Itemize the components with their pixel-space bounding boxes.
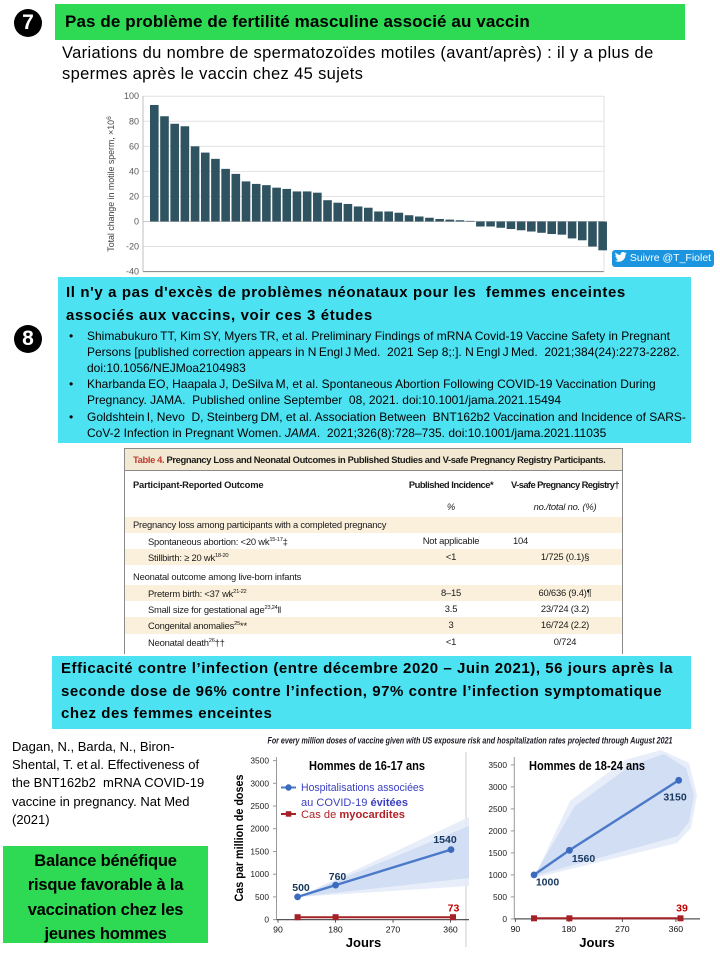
svg-text:au COVID-19 évitées: au COVID-19 évitées [301,797,408,809]
svg-text:0: 0 [264,915,269,925]
svg-text:1000: 1000 [250,869,269,879]
svg-text:180: 180 [328,925,343,935]
svg-text:90: 90 [273,925,283,935]
svg-text:1560: 1560 [572,853,596,865]
svg-text:500: 500 [493,892,507,902]
svg-text:270: 270 [386,925,401,935]
svg-text:0: 0 [502,914,507,924]
svg-text:0: 0 [134,217,139,227]
svg-text:180: 180 [562,924,577,934]
svg-text:3150: 3150 [663,791,687,803]
svg-text:Cas par million de doses: Cas par million de doses [232,774,246,901]
svg-text:73: 73 [448,903,460,915]
svg-text:3500: 3500 [250,756,269,766]
svg-text:-20: -20 [126,242,139,252]
svg-text:3500: 3500 [488,760,507,770]
svg-text:-40: -40 [126,267,139,277]
svg-text:2500: 2500 [488,804,507,814]
svg-text:Hommes de 18-24 ans: Hommes de 18-24 ans [529,759,645,773]
svg-text:1000: 1000 [488,870,507,880]
svg-text:20: 20 [129,191,139,201]
svg-text:1500: 1500 [488,848,507,858]
svg-text:60: 60 [129,141,139,151]
svg-text:Hospitalisations associées: Hospitalisations associées [301,782,424,794]
svg-text:Jours: Jours [346,935,381,950]
svg-text:90: 90 [511,924,521,934]
svg-text:360: 360 [443,925,458,935]
svg-text:40: 40 [129,166,139,176]
svg-text:1500: 1500 [250,847,269,857]
svg-text:1000: 1000 [536,877,560,889]
svg-text:Cas de myocardites: Cas de myocardites [301,809,405,821]
svg-text:500: 500 [292,882,310,894]
svg-text:500: 500 [255,892,269,902]
svg-text:270: 270 [615,924,630,934]
svg-text:3000: 3000 [250,778,269,788]
svg-text:Total change in motile sperm,: Total change in motile sperm, ×106 [106,116,116,252]
svg-text:2500: 2500 [250,801,269,811]
svg-text:100: 100 [124,91,139,101]
svg-text:2000: 2000 [488,826,507,836]
svg-text:Hommes de 16-17 ans: Hommes de 16-17 ans [309,759,425,773]
svg-text:760: 760 [329,871,347,883]
svg-text:For every million doses of vac: For every million doses of vaccine given… [268,736,673,747]
svg-text:39: 39 [676,903,688,915]
svg-text:Jours: Jours [579,935,614,950]
svg-text:2000: 2000 [250,824,269,834]
svg-text:1540: 1540 [433,834,457,846]
svg-text:80: 80 [129,116,139,126]
svg-text:3000: 3000 [488,782,507,792]
svg-text:360: 360 [669,924,684,934]
